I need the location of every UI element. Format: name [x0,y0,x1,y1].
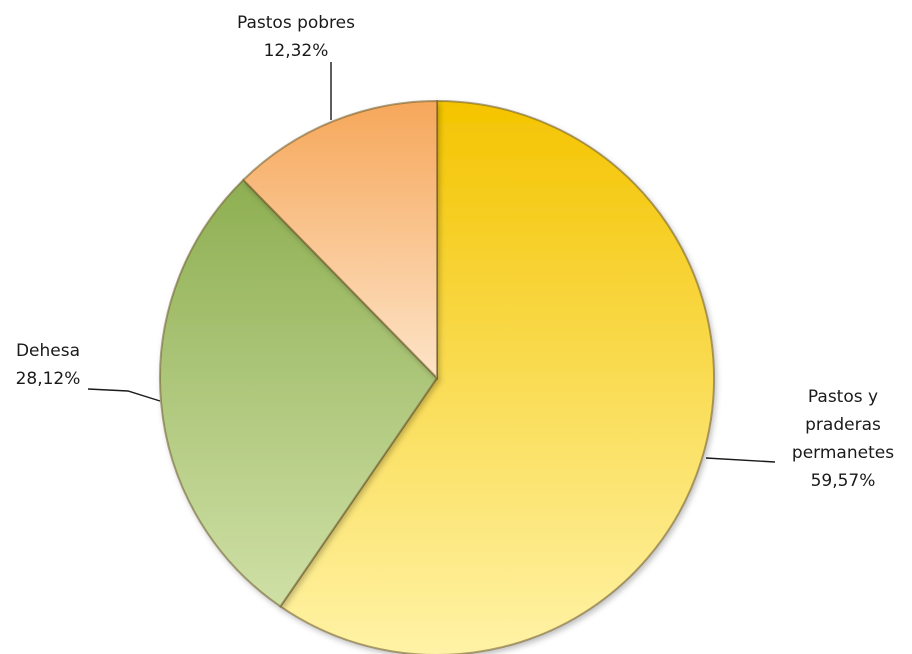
leader-line-dehesa [87,388,161,402]
data-label-value-pastos-y-praderas-permanetes: 59,57% [811,471,876,491]
pie-slices [159,99,715,654]
data-label-name-pastos-pobres: Pastos pobres [237,13,355,33]
pie-slice-dehesa [159,178,439,608]
pie-slice-pastos-pobres [241,99,438,381]
data-labels: Pastos y praderas permanetes 59,57% Dehesa 28… [16,13,895,491]
data-label-name-pastos-y-praderas-permanetes: praderas [805,415,881,435]
data-label-value-dehesa: 28,12% [16,369,81,389]
data-label-name-pastos-y-praderas-permanetes: Pastos y [808,387,878,407]
leader-line-pastos-y-praderas-permanetes [705,457,776,463]
pie-slice-pastos-y-praderas-permanetes [278,99,715,654]
data-label-value-pastos-pobres: 12,32% [264,41,329,61]
data-label-name-pastos-y-praderas-permanetes: permanetes [792,443,894,463]
data-label-name-dehesa: Dehesa [16,341,80,361]
leader-lines [87,62,776,463]
